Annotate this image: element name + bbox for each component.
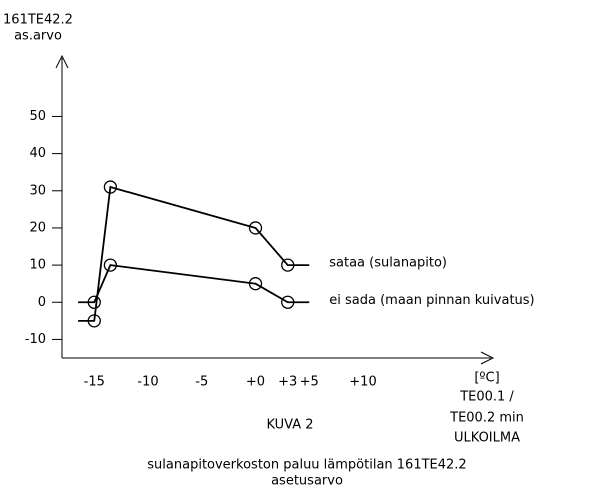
x-tick-label: -5 xyxy=(195,375,208,390)
x-axis-label: TE00.1 / xyxy=(459,390,514,405)
y-tick-label: 0 xyxy=(38,295,46,310)
y-tick-label: 10 xyxy=(29,258,46,273)
series-line xyxy=(78,185,310,322)
y-axis-arrow xyxy=(55,54,69,69)
x-axis-arrow xyxy=(480,351,495,365)
point-marker xyxy=(103,180,118,194)
x-tick-label: +5 xyxy=(300,375,319,390)
y-axis-label: 161TE42.2 xyxy=(3,13,73,28)
point-marker xyxy=(103,258,118,272)
point-marker xyxy=(248,277,263,291)
point-marker xyxy=(87,314,101,328)
point-marker xyxy=(281,258,295,272)
series-label: ei sada (maan pinnan kuivatus) xyxy=(329,293,534,308)
point-marker xyxy=(281,295,295,309)
subcaption: asetusarvo xyxy=(271,474,343,489)
caption: KUVA 2 xyxy=(266,418,313,433)
x-axis-label: TE00.2 min xyxy=(449,411,524,426)
x-tick-label: +0 xyxy=(246,375,265,390)
y-axis-label: as.arvo xyxy=(14,29,62,44)
y-tick-label: 50 xyxy=(29,109,46,124)
point-marker xyxy=(87,295,101,309)
y-tick-label: 30 xyxy=(29,183,46,198)
series-label: sataa (sulanapito) xyxy=(329,256,447,271)
subcaption: sulanapitoverkoston paluu lämpötilan 161… xyxy=(147,458,466,473)
x-tick-label: -10 xyxy=(137,375,158,390)
x-tick-label: -15 xyxy=(84,375,105,390)
y-tick-label: 40 xyxy=(29,146,46,161)
x-tick-label: +3 xyxy=(278,375,297,390)
series-line xyxy=(78,264,310,304)
point-marker xyxy=(248,221,263,235)
y-tick-label: 20 xyxy=(29,220,46,235)
x-tick-label: +10 xyxy=(349,375,376,390)
x-axis-label: ULKOILMA xyxy=(454,431,520,446)
y-tick-label: -10 xyxy=(25,332,46,347)
x-axis-label: [ºC] xyxy=(474,371,499,386)
